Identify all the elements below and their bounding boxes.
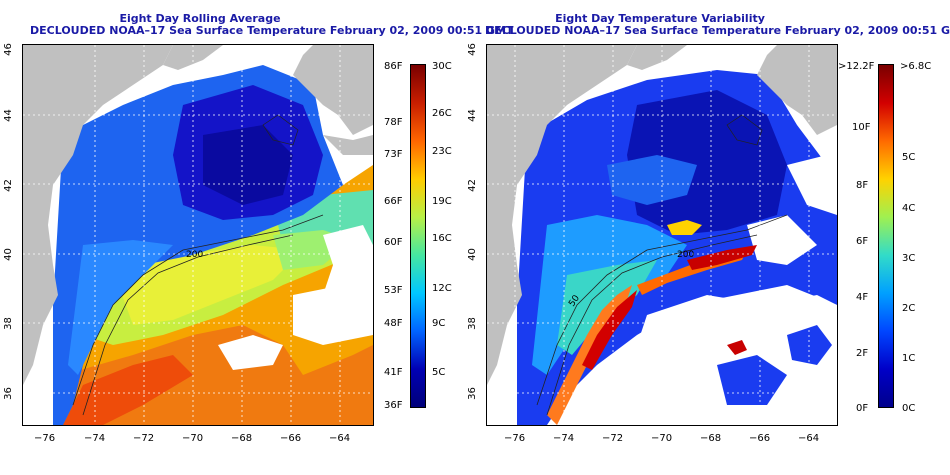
- right-cb-f-0: >12.2F: [838, 61, 875, 72]
- right-cb-f-2: 8F: [856, 180, 869, 191]
- right-colorbar: [878, 64, 894, 408]
- right-lat-38: 38: [466, 317, 478, 330]
- left-cb-c-3: 19C: [432, 196, 452, 207]
- left-cb-c-7: 5C: [432, 367, 446, 378]
- right-cb-c-4: 2C: [902, 303, 916, 314]
- left-lon-68: −68: [231, 433, 253, 444]
- left-lon-66: −66: [280, 433, 302, 444]
- left-cb-f-5: 53F: [384, 285, 403, 296]
- left-lon-76: −76: [34, 433, 56, 444]
- left-lat-38: 38: [2, 317, 14, 330]
- right-title-line2: DECLOUDED NOAA–17 Sea Surface Temperatur…: [485, 24, 950, 37]
- right-cb-c-5: 1C: [902, 353, 916, 364]
- left-lon-74: −74: [84, 433, 106, 444]
- right-lon-68: −68: [700, 433, 722, 444]
- left-title-line1: Eight Day Rolling Average: [119, 12, 281, 25]
- right-lat-44: 44: [466, 109, 478, 122]
- left-lon-72: −72: [133, 433, 155, 444]
- right-lon-72: −72: [602, 433, 624, 444]
- right-map-svg: 200 50: [487, 45, 837, 425]
- left-title-line2: DECLOUDED NOAA–17 Sea Surface Temperatur…: [30, 24, 514, 37]
- left-colorbar: [410, 64, 426, 408]
- right-lon-66: −66: [749, 433, 771, 444]
- right-lon-70: −70: [651, 433, 673, 444]
- right-cb-c-2: 4C: [902, 203, 916, 214]
- right-cb-c-3: 3C: [902, 253, 916, 264]
- right-lat-46: 46: [466, 43, 478, 56]
- right-lon-76: −76: [504, 433, 526, 444]
- left-lat-36: 36: [2, 387, 14, 400]
- left-lat-42: 42: [2, 179, 14, 192]
- left-cb-c-5: 12C: [432, 283, 452, 294]
- left-lon-70: −70: [182, 433, 204, 444]
- left-contour-label: 200: [186, 250, 203, 260]
- left-lat-46: 46: [2, 43, 14, 56]
- right-cb-f-4: 4F: [856, 292, 869, 303]
- left-cb-c-2: 23C: [432, 146, 452, 157]
- left-cb-f-3: 66F: [384, 196, 403, 207]
- right-lon-64: −64: [798, 433, 820, 444]
- right-title-line1: Eight Day Temperature Variability: [555, 12, 765, 25]
- right-cb-f-5: 2F: [856, 348, 869, 359]
- right-cb-c-6: 0C: [902, 403, 916, 414]
- left-cb-f-8: 36F: [384, 400, 403, 411]
- left-lat-44: 44: [2, 109, 14, 122]
- right-lat-36: 36: [466, 387, 478, 400]
- left-cb-c-0: 30C: [432, 61, 452, 72]
- right-lat-40: 40: [466, 248, 478, 261]
- right-cb-c-1: 5C: [902, 152, 916, 163]
- left-cb-c-1: 26C: [432, 108, 452, 119]
- right-contour-label-a: 200: [677, 250, 694, 260]
- right-variability-map: 200 50: [486, 44, 838, 426]
- left-cb-f-1: 78F: [384, 117, 403, 128]
- right-lon-74: −74: [553, 433, 575, 444]
- right-cb-f-1: 10F: [852, 122, 871, 133]
- right-lat-42: 42: [466, 179, 478, 192]
- right-cb-f-3: 6F: [856, 236, 869, 247]
- left-lon-64: −64: [329, 433, 351, 444]
- left-cb-f-6: 48F: [384, 318, 403, 329]
- left-cb-f-0: 86F: [384, 61, 403, 72]
- left-cb-f-4: 60F: [384, 237, 403, 248]
- left-sst-map: 200: [22, 44, 374, 426]
- left-cb-f-7: 41F: [384, 367, 403, 378]
- left-cb-c-4: 16C: [432, 233, 452, 244]
- left-cb-c-6: 9C: [432, 318, 446, 329]
- left-lat-40: 40: [2, 248, 14, 261]
- left-cb-f-2: 73F: [384, 149, 403, 160]
- left-map-svg: 200: [23, 45, 373, 425]
- right-cb-c-0: >6.8C: [900, 61, 932, 72]
- right-cb-f-6: 0F: [856, 403, 869, 414]
